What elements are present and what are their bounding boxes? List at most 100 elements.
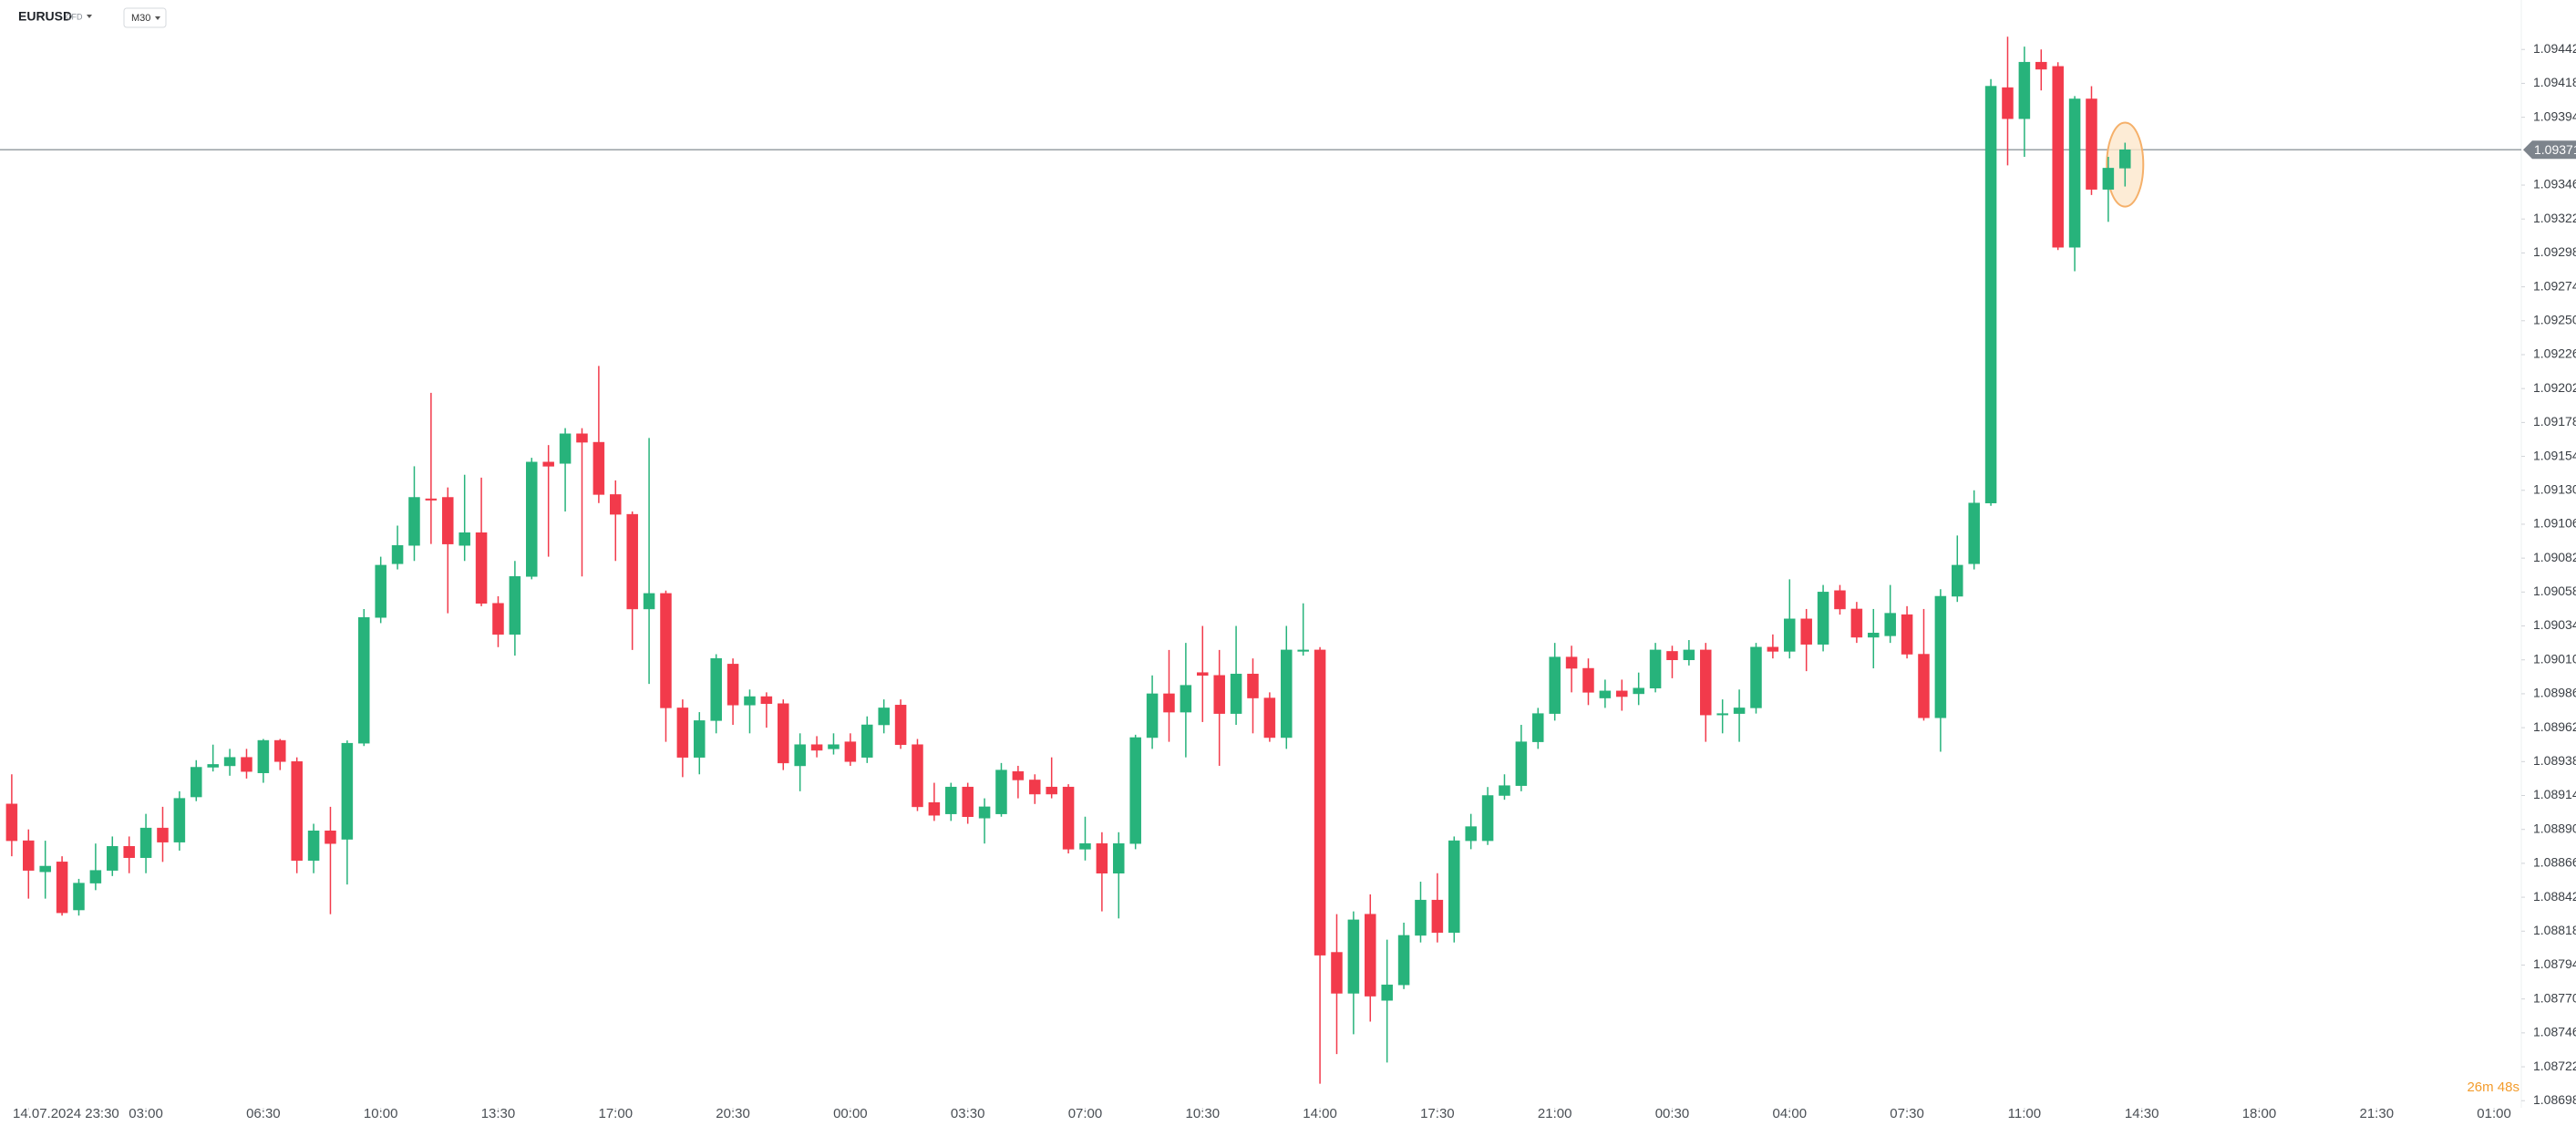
candle-body: [559, 433, 572, 464]
candle-body: [978, 806, 991, 819]
candle-body: [1532, 713, 1544, 742]
timeframe[interactable]: M30: [131, 13, 150, 24]
candle-body: [257, 739, 270, 773]
y-tick-label: 1.09130: [2533, 481, 2576, 496]
current-price-label: 1.09371: [2534, 142, 2576, 157]
candle-body: [1314, 649, 1326, 956]
x-tick-label: 21:30: [2360, 1106, 2395, 1121]
timeframe-dropdown[interactable]: [155, 16, 160, 20]
candle-body: [2068, 98, 2081, 248]
candle-body: [1984, 86, 1997, 503]
x-tick-label: 14.07.2024 23:30: [13, 1106, 119, 1121]
candle-body: [1029, 780, 1041, 795]
candle-body: [1934, 595, 1947, 718]
y-tick-label: 1.09082: [2533, 550, 2576, 564]
candle-body: [526, 461, 538, 577]
x-tick-label: 17:30: [1420, 1106, 1455, 1121]
y-tick-label: 1.09202: [2533, 380, 2576, 395]
candle-countdown: 26m 48s: [2467, 1080, 2519, 1095]
x-tick-label: 04:00: [1773, 1106, 1808, 1121]
y-tick-label: 1.08746: [2533, 1025, 2576, 1039]
candle-body: [1197, 672, 1209, 677]
candle-body: [1850, 608, 1863, 638]
candle-body: [760, 696, 773, 705]
candle-body: [945, 786, 957, 814]
candle-body: [894, 705, 907, 745]
candle-body: [341, 742, 354, 840]
candle-body: [1281, 649, 1293, 739]
y-tick-label: 1.08962: [2533, 719, 2576, 734]
x-tick-label: 06:30: [246, 1106, 281, 1121]
instrument-type: CFD: [66, 12, 83, 21]
candle-body: [123, 846, 135, 858]
candle-body: [191, 767, 202, 798]
candle-body: [610, 494, 622, 515]
x-tick-label: 14:30: [2125, 1106, 2159, 1121]
candle-body: [1365, 914, 1376, 997]
y-tick-label: 1.09178: [2533, 414, 2576, 429]
x-tick-label: 20:30: [716, 1106, 750, 1121]
candle-body: [1666, 651, 1678, 660]
y-tick-label: 1.08794: [2533, 956, 2576, 971]
candle-body: [1297, 649, 1309, 652]
y-tick-label: 1.09394: [2533, 108, 2576, 123]
candle-body: [241, 757, 252, 772]
candle-body: [5, 803, 18, 842]
x-tick-label: 11:00: [2008, 1106, 2041, 1121]
candle-body: [878, 708, 890, 726]
y-tick-label: 1.09226: [2533, 346, 2576, 361]
y-tick-label: 1.09418: [2533, 75, 2576, 89]
candle-body: [2018, 61, 2031, 119]
candle-body: [23, 840, 35, 871]
candle-body: [1397, 935, 1410, 986]
x-tick-label: 00:30: [1655, 1106, 1690, 1121]
candle-body: [643, 593, 655, 610]
candle-body: [810, 744, 823, 751]
candle-body: [995, 770, 1007, 814]
candle-body: [274, 739, 286, 762]
candle-body: [1347, 919, 1360, 994]
candle-body: [778, 703, 789, 764]
candle-body: [1968, 502, 1980, 564]
candle-body: [962, 786, 974, 818]
candle-body: [358, 616, 370, 744]
x-tick-label: 18:00: [2242, 1106, 2277, 1121]
candle-body: [1213, 675, 1225, 714]
y-tick-label: 1.09034: [2533, 617, 2576, 632]
candle-body: [1129, 737, 1141, 844]
candle-body: [1868, 633, 1880, 638]
y-tick-label: 1.09154: [2533, 448, 2576, 462]
candle-body: [1918, 654, 1930, 718]
candle-body: [1952, 564, 1963, 597]
candle-body: [1230, 673, 1242, 714]
candle-body: [1448, 840, 1460, 934]
candle-body: [744, 696, 756, 706]
candle-body: [2102, 168, 2115, 190]
x-tick-label: 01:00: [2477, 1106, 2511, 1121]
x-tick-label: 10:30: [1186, 1106, 1221, 1121]
candle-body: [2002, 87, 2014, 119]
candle-body: [1515, 741, 1528, 786]
candle-body: [1481, 795, 1494, 842]
candle-body: [1247, 673, 1259, 698]
x-tick-label: 10:00: [364, 1106, 398, 1121]
candle-body: [2035, 61, 2047, 70]
candle-body: [1784, 618, 1796, 652]
y-tick-label: 1.08818: [2533, 923, 2576, 937]
symbol[interactable]: EURUSD: [18, 9, 72, 24]
timeframe-button[interactable]: [123, 7, 167, 28]
y-tick-label: 1.08890: [2533, 821, 2576, 835]
candle-body: [1431, 899, 1444, 934]
candle-body: [1180, 685, 1192, 713]
symbol-dropdown[interactable]: [87, 15, 92, 18]
candle-body: [1146, 693, 1159, 739]
candle-body: [1096, 842, 1108, 873]
candle-body: [1599, 690, 1612, 698]
y-tick-label: 1.09250: [2533, 312, 2576, 326]
candle-body: [1750, 646, 1762, 708]
candle-body: [207, 764, 219, 768]
candle-body: [542, 461, 554, 467]
candle-body: [576, 433, 588, 443]
y-tick-label: 1.09106: [2533, 516, 2576, 531]
candle-body: [1565, 656, 1578, 669]
